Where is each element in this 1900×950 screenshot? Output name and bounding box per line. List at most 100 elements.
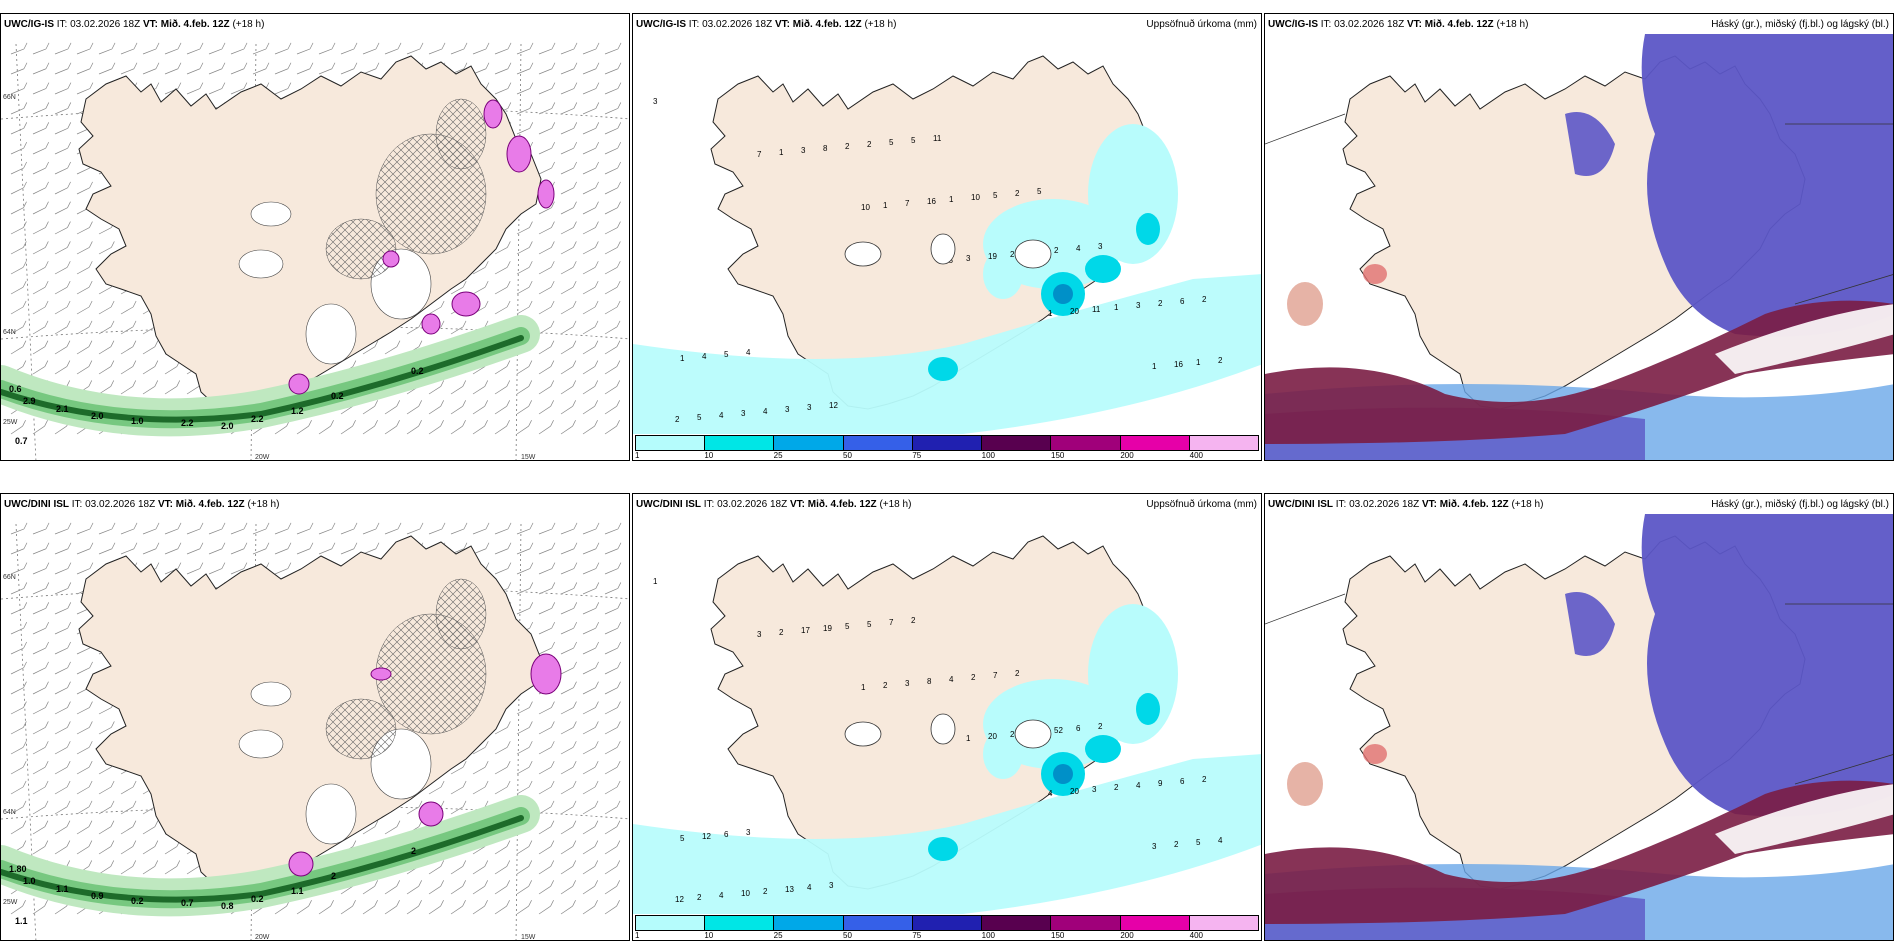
snow-contour	[382, 250, 400, 268]
lon-label: 15W	[521, 454, 536, 461]
colorbar-label: 100	[981, 451, 996, 460]
precip-value: 5	[889, 138, 894, 147]
precip-value: 4	[949, 675, 954, 684]
precip-value: 11	[933, 134, 942, 143]
colorbar-label: 150	[1051, 931, 1065, 940]
colorbar-label: 200	[1120, 451, 1134, 460]
precip-value: 2	[1202, 295, 1207, 304]
colorbar-swatch	[982, 436, 1052, 450]
colorbar-labels: 1 10 25 50 75 100 150 200 400	[633, 931, 1261, 940]
colorbar-swatch	[1051, 436, 1121, 450]
colorbar-swatch	[1051, 916, 1121, 930]
precip-value: 5	[1196, 838, 1201, 847]
colorbar-swatch	[636, 436, 706, 450]
precip-value: 10	[741, 889, 750, 898]
precip-value: 3	[741, 409, 746, 418]
precip-value: 1	[1114, 303, 1119, 312]
precip-value: 1	[779, 148, 784, 157]
precip-value: 16	[1174, 360, 1183, 369]
lon-label: 20W	[255, 454, 270, 461]
colorbar-label: 50	[843, 451, 852, 460]
precip-value: 5	[680, 834, 685, 843]
precip-value: 7	[905, 199, 910, 208]
precip-value: 3	[746, 828, 751, 837]
precip-value: 5	[845, 622, 850, 631]
wind-speed-label: 1.1	[291, 886, 304, 896]
precip-value: 4	[807, 883, 812, 892]
colorbar-swatch	[774, 436, 844, 450]
colorbar-label: 25	[773, 451, 783, 460]
precip-field	[633, 604, 1261, 914]
colorbar-label: 1	[635, 451, 640, 460]
precip-title: Uppsöfnuð úrkoma (mm)	[1146, 499, 1257, 510]
precip-value: 12	[702, 832, 711, 841]
wind-speed-label: 0.8	[221, 901, 234, 911]
precip-value: 8	[823, 144, 828, 153]
precip-value: 20	[1070, 307, 1079, 316]
precip-value: 6	[1076, 724, 1081, 733]
panel-wind-row1: 0.6 2.9 2.1 2.0 1.0 0.7 2.2 2.0 2.2 1.2 0.2 0.2 UWC…	[0, 13, 630, 461]
colorbar-swatch	[1189, 916, 1258, 930]
colorbar-label: 400	[1189, 451, 1204, 460]
precip-value: 2	[1218, 356, 1223, 365]
precip-value: 2	[1158, 299, 1163, 308]
precip-value: 3	[807, 403, 812, 412]
wind-speed-label: 0.2	[251, 894, 264, 904]
precip-value: 4	[719, 411, 724, 420]
precip-value: 5	[697, 413, 702, 422]
panel-title: UWC/DINI ISL IT: 03.02.2026 18Z VT: Mið.…	[4, 499, 280, 510]
precip-value: 6	[1180, 777, 1185, 786]
colorbar-swatch	[843, 916, 913, 930]
precip-value: 2	[697, 893, 702, 902]
precip-value: 2	[675, 415, 680, 424]
precip-value: 8	[927, 677, 932, 686]
colorbar-label: 75	[912, 931, 922, 940]
precip-value: 20	[1070, 787, 1079, 796]
panel-precip-row2: 1318431222120221732035419828241054345252…	[632, 493, 1262, 941]
lon-label: 25W	[3, 419, 18, 426]
snow-contour	[418, 801, 444, 827]
colorbar-label: 25	[773, 931, 783, 940]
precip-value: 3	[829, 881, 834, 890]
panel-cloud-row2: UWC/DINI ISL IT: 03.02.2026 18Z VT: Mið.…	[1264, 493, 1894, 941]
precip-value: 1	[883, 201, 888, 210]
colorbar-swatch	[912, 436, 983, 450]
precip-value: 1	[1048, 309, 1053, 318]
lon-label: 20W	[255, 934, 270, 941]
snow-contour	[288, 851, 314, 877]
panel-title: UWC/DINI ISL IT: 03.02.2026 18Z VT: Mið.…	[636, 499, 912, 510]
panel-title: UWC/IG-IS IT: 03.02.2026 18Z VT: Mið. 4.…	[4, 19, 265, 30]
wind-speed-label: 0.7	[181, 898, 194, 908]
wind-speed-label: 0.6	[9, 384, 22, 394]
cloud-field	[1265, 34, 1893, 460]
precip-value: 4	[746, 348, 751, 357]
precip-value: 3	[905, 679, 910, 688]
precip-value: 2	[763, 887, 768, 896]
precip-value: 6	[1180, 297, 1185, 306]
cloud-map-row1	[1265, 14, 1893, 460]
colorbar-label: 75	[912, 451, 922, 460]
precip-value: 4	[1136, 781, 1141, 790]
precip-value: 2	[1174, 840, 1179, 849]
precip-value: 16	[927, 197, 936, 206]
precip-value: 1	[966, 734, 971, 743]
precip-value: 5	[724, 350, 729, 359]
precip-value: 12	[829, 401, 838, 410]
wind-speed-label: 2.0	[221, 421, 234, 431]
wind-speed-label: 2	[411, 846, 416, 856]
colorbar-swatch	[774, 916, 844, 930]
wind-speed-label: 0.2	[131, 896, 144, 906]
precip-value: 1	[861, 683, 866, 692]
colorbar-swatch	[705, 916, 775, 930]
precip-value: 4	[763, 407, 768, 416]
wind-speed-label: 1.0	[131, 416, 144, 426]
precip-value: 13	[785, 885, 794, 894]
precip-value: 7	[757, 150, 762, 159]
precip-value: 2	[971, 673, 976, 682]
wind-speed-label: 1.80	[9, 864, 27, 874]
colorbar-label: 150	[1051, 451, 1065, 460]
colorbar-label: 50	[843, 931, 852, 940]
cloud-title: Háský (gr.), miðský (fj.bl.) og lágský (…	[1711, 499, 1889, 510]
precip-value: 5	[993, 191, 998, 200]
precip-value: 1	[680, 354, 685, 363]
